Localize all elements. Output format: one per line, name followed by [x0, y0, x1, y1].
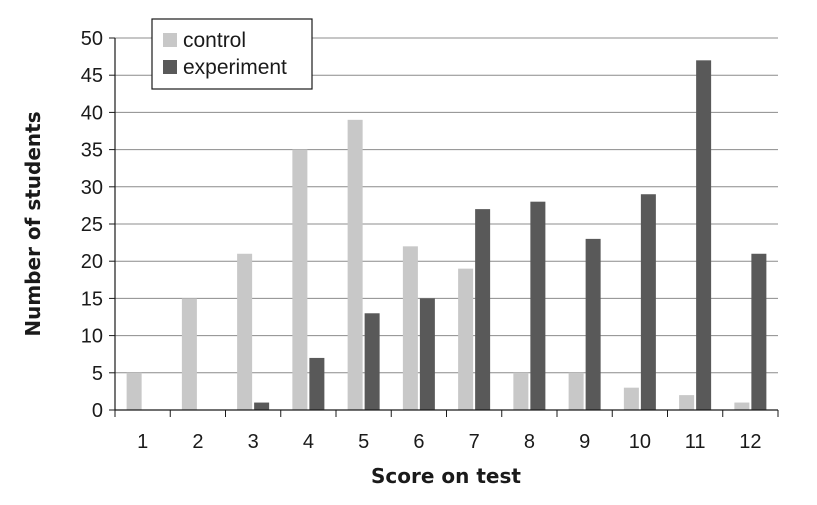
legend-swatch-control [163, 33, 177, 47]
y-tick-label: 5 [92, 363, 103, 385]
x-tick-label: 12 [739, 431, 761, 453]
bar-control-9 [568, 372, 584, 410]
bar-control-4 [292, 149, 308, 410]
y-tick-label: 50 [81, 28, 103, 50]
legend-swatch-experiment [163, 60, 177, 74]
y-tick-label: 35 [81, 140, 103, 162]
y-tick-label: 0 [92, 400, 103, 422]
bar-control-7 [458, 268, 474, 410]
bar-control-3 [237, 253, 253, 410]
x-tick-label: 3 [248, 431, 259, 453]
y-tick-label: 15 [81, 288, 103, 310]
bar-experiment-9 [585, 238, 601, 410]
bar-experiment-6 [419, 298, 435, 410]
y-tick-label: 25 [81, 214, 103, 236]
y-axis-title: Number of students [21, 111, 45, 336]
legend-label-experiment: experiment [183, 56, 287, 79]
x-tick-label: 7 [469, 431, 480, 453]
bar-control-6 [402, 246, 418, 410]
x-tick-label: 5 [358, 431, 369, 453]
x-tick-label: 8 [524, 431, 535, 453]
bar-experiment-8 [530, 201, 546, 410]
legend-label-control: control [183, 29, 246, 52]
bar-control-5 [347, 119, 363, 410]
x-tick-label: 9 [579, 431, 590, 453]
bar-experiment-5 [364, 313, 380, 410]
bar-experiment-12 [751, 253, 767, 410]
axes [109, 37, 779, 417]
bar-experiment-3 [254, 402, 270, 410]
bar-control-2 [181, 298, 197, 410]
y-tick-label: 20 [81, 251, 103, 273]
bar-experiment-4 [309, 357, 325, 410]
legend-box [151, 18, 313, 90]
x-tick-label: 11 [685, 431, 706, 453]
bar-control-12 [734, 402, 750, 410]
bar-control-11 [679, 395, 695, 410]
y-tick-label: 40 [81, 102, 103, 124]
bar-control-1 [126, 372, 142, 410]
x-tick-label: 2 [192, 431, 203, 453]
y-tick-label: 30 [81, 177, 103, 199]
x-tick-label: 4 [303, 431, 314, 453]
bar-control-10 [623, 387, 639, 410]
bar-experiment-7 [475, 209, 491, 410]
legend: control experiment [151, 18, 313, 90]
y-tick-label: 45 [81, 65, 103, 87]
x-tick-label: 6 [413, 431, 424, 453]
bar-control-8 [513, 372, 529, 410]
x-axis-title: Score on test [371, 464, 521, 488]
gridlines [115, 37, 778, 374]
bar-experiment-10 [640, 194, 656, 410]
x-tick-label: 10 [629, 431, 651, 453]
bars [126, 60, 767, 410]
bar-experiment-11 [696, 60, 712, 410]
x-tick-label: 1 [137, 431, 148, 453]
y-tick-label: 10 [81, 326, 103, 348]
